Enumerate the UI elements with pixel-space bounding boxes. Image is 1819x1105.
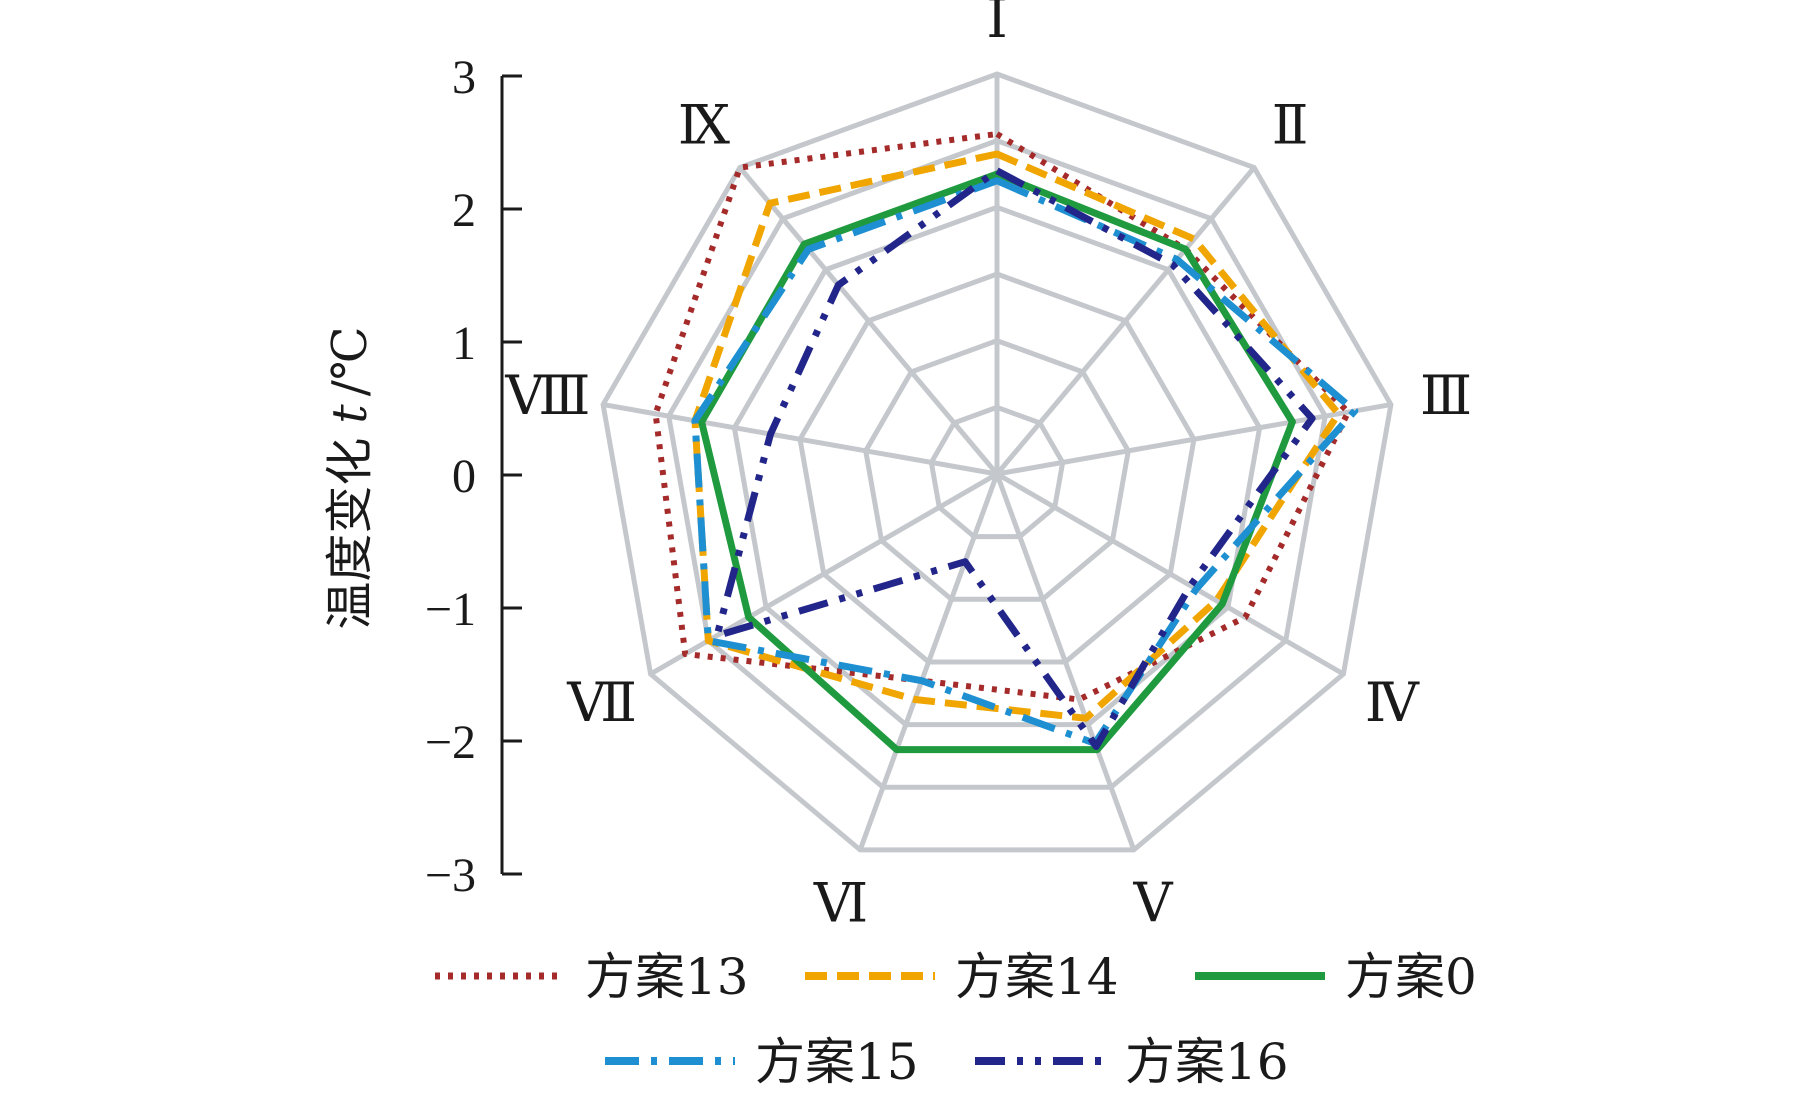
spoke-4 (995, 471, 1345, 677)
y-axis-title: 温度变化 t /℃ (322, 326, 378, 629)
y-tick-label-5: −1 (425, 583, 476, 636)
y-axis: 3 2 1 0 −1 −2 −3 (425, 51, 522, 902)
legend: 方案13 方案14 方案0 方案15 方案16 (435, 948, 1477, 1091)
y-tick-label-4: 0 (452, 450, 476, 503)
grid-ring-5 (666, 138, 1328, 790)
spoke-label-5: Ⅴ (1132, 873, 1173, 933)
spoke-label-6: Ⅵ (813, 873, 868, 933)
spoke-2 (995, 165, 1257, 476)
series-lines (652, 131, 1359, 754)
spoke-9 (737, 165, 999, 476)
y-tick-label-7: −3 (425, 849, 476, 902)
legend-label-3: 方案0 (1345, 948, 1477, 1006)
series-line-2 (691, 150, 1342, 722)
spoke-label-4: Ⅳ (1365, 673, 1420, 733)
y-axis-title-text: 温度变化 (322, 438, 378, 630)
grid-ring-2 (863, 338, 1131, 602)
spoke-label-9: Ⅸ (678, 96, 730, 156)
y-axis-title-unit: /℃ (322, 326, 378, 396)
spoke-3 (996, 402, 1392, 477)
grid-ring-6 (600, 71, 1394, 853)
spoke-5 (994, 473, 1137, 851)
series-line-4 (691, 177, 1359, 747)
legend-label-5: 方案16 (1125, 1033, 1289, 1091)
y-tick-label-3: 1 (452, 317, 476, 370)
grid-ring-1 (928, 404, 1066, 540)
legend-label-2: 方案14 (955, 948, 1119, 1006)
spoke-8 (602, 402, 998, 477)
spoke-label-8: Ⅷ (504, 366, 590, 426)
spoke-6 (857, 473, 1000, 851)
spoke-label-2: Ⅱ (1272, 96, 1309, 156)
radar-grid (600, 71, 1394, 853)
grid-ring-4 (731, 204, 1263, 728)
spoke-labels: Ⅰ Ⅱ Ⅲ Ⅳ Ⅴ Ⅵ Ⅶ Ⅷ Ⅸ (504, 0, 1472, 933)
legend-label-4: 方案15 (755, 1033, 919, 1091)
y-axis-title-var: t (322, 404, 378, 424)
spoke-label-7: Ⅶ (566, 673, 637, 733)
y-tick-label-2: 2 (452, 184, 476, 237)
series-line-5 (713, 167, 1316, 750)
y-tick-label-6: −2 (425, 716, 476, 769)
legend-label-1: 方案13 (585, 948, 749, 1006)
spoke-label-1: Ⅰ (986, 0, 1007, 49)
y-tick-label-1: 3 (452, 51, 476, 104)
y-axis-label: 温度变化 t /℃ (322, 326, 378, 629)
grid-ring-3 (797, 271, 1197, 665)
spoke-label-3: Ⅲ (1420, 366, 1472, 426)
